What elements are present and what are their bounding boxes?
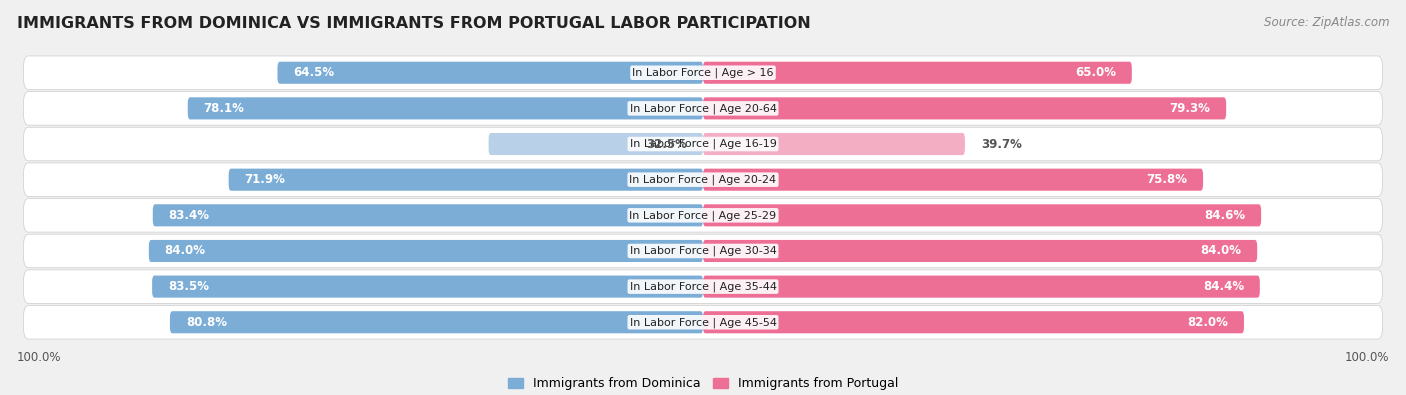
FancyBboxPatch shape bbox=[489, 133, 703, 155]
FancyBboxPatch shape bbox=[149, 240, 703, 262]
Text: 78.1%: 78.1% bbox=[204, 102, 245, 115]
FancyBboxPatch shape bbox=[229, 169, 703, 191]
FancyBboxPatch shape bbox=[703, 62, 1132, 84]
Text: In Labor Force | Age 35-44: In Labor Force | Age 35-44 bbox=[630, 281, 776, 292]
FancyBboxPatch shape bbox=[703, 204, 1261, 226]
FancyBboxPatch shape bbox=[188, 97, 703, 119]
FancyBboxPatch shape bbox=[152, 276, 703, 298]
FancyBboxPatch shape bbox=[703, 276, 1260, 298]
FancyBboxPatch shape bbox=[24, 234, 1382, 268]
Text: 80.8%: 80.8% bbox=[186, 316, 226, 329]
FancyBboxPatch shape bbox=[703, 133, 965, 155]
Text: In Labor Force | Age 20-24: In Labor Force | Age 20-24 bbox=[630, 175, 776, 185]
FancyBboxPatch shape bbox=[170, 311, 703, 333]
Text: 65.0%: 65.0% bbox=[1076, 66, 1116, 79]
FancyBboxPatch shape bbox=[24, 56, 1382, 90]
FancyBboxPatch shape bbox=[24, 199, 1382, 232]
FancyBboxPatch shape bbox=[24, 127, 1382, 161]
FancyBboxPatch shape bbox=[703, 97, 1226, 119]
FancyBboxPatch shape bbox=[24, 305, 1382, 339]
FancyBboxPatch shape bbox=[703, 169, 1204, 191]
Text: 100.0%: 100.0% bbox=[17, 352, 62, 365]
FancyBboxPatch shape bbox=[24, 270, 1382, 303]
Text: In Labor Force | Age 16-19: In Labor Force | Age 16-19 bbox=[630, 139, 776, 149]
Text: 64.5%: 64.5% bbox=[294, 66, 335, 79]
Text: 82.0%: 82.0% bbox=[1187, 316, 1229, 329]
Text: 71.9%: 71.9% bbox=[245, 173, 285, 186]
FancyBboxPatch shape bbox=[153, 204, 703, 226]
Text: 100.0%: 100.0% bbox=[1344, 352, 1389, 365]
Text: In Labor Force | Age 30-34: In Labor Force | Age 30-34 bbox=[630, 246, 776, 256]
Text: In Labor Force | Age 45-54: In Labor Force | Age 45-54 bbox=[630, 317, 776, 327]
FancyBboxPatch shape bbox=[277, 62, 703, 84]
Legend: Immigrants from Dominica, Immigrants from Portugal: Immigrants from Dominica, Immigrants fro… bbox=[508, 377, 898, 390]
Text: 83.4%: 83.4% bbox=[169, 209, 209, 222]
FancyBboxPatch shape bbox=[24, 92, 1382, 125]
Text: 39.7%: 39.7% bbox=[981, 137, 1022, 150]
Text: 84.0%: 84.0% bbox=[1201, 245, 1241, 258]
Text: 75.8%: 75.8% bbox=[1146, 173, 1187, 186]
Text: 79.3%: 79.3% bbox=[1170, 102, 1211, 115]
Text: 84.4%: 84.4% bbox=[1204, 280, 1244, 293]
FancyBboxPatch shape bbox=[24, 163, 1382, 196]
Text: In Labor Force | Age 20-64: In Labor Force | Age 20-64 bbox=[630, 103, 776, 114]
Text: 84.0%: 84.0% bbox=[165, 245, 205, 258]
Text: 84.6%: 84.6% bbox=[1204, 209, 1246, 222]
Text: IMMIGRANTS FROM DOMINICA VS IMMIGRANTS FROM PORTUGAL LABOR PARTICIPATION: IMMIGRANTS FROM DOMINICA VS IMMIGRANTS F… bbox=[17, 16, 811, 31]
Text: In Labor Force | Age > 16: In Labor Force | Age > 16 bbox=[633, 68, 773, 78]
Text: 83.5%: 83.5% bbox=[167, 280, 209, 293]
Text: Source: ZipAtlas.com: Source: ZipAtlas.com bbox=[1264, 16, 1389, 29]
Text: In Labor Force | Age 25-29: In Labor Force | Age 25-29 bbox=[630, 210, 776, 220]
FancyBboxPatch shape bbox=[703, 240, 1257, 262]
Text: 32.5%: 32.5% bbox=[647, 137, 688, 150]
FancyBboxPatch shape bbox=[703, 311, 1244, 333]
